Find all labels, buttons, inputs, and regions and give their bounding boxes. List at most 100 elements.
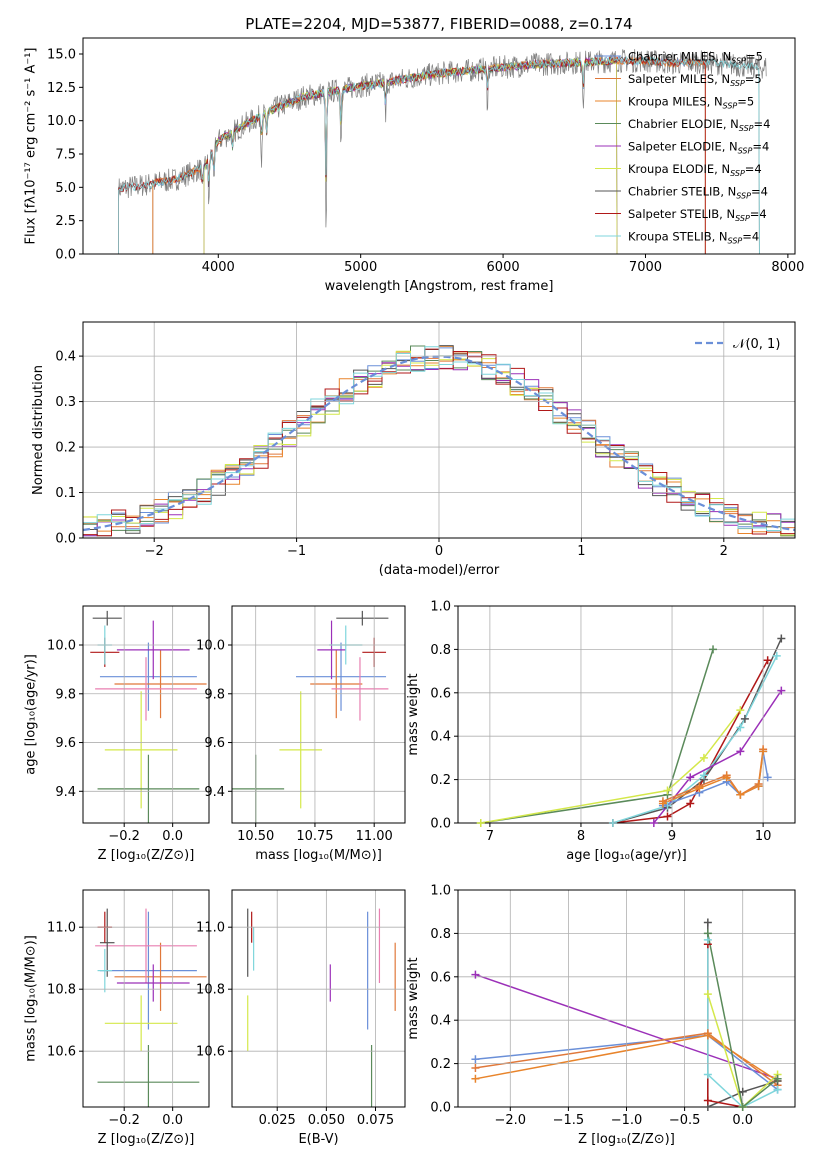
series-line — [707, 939, 778, 1107]
axes-frame — [82, 37, 796, 255]
y-tick-label: 10.6 — [196, 1045, 225, 1060]
x-tick-label: 8000 — [771, 260, 804, 275]
y-tick-label: 1.0 — [430, 600, 451, 615]
y-tick-label: 10.6 — [47, 1045, 76, 1060]
y-tick-label: 0.2 — [430, 773, 451, 788]
model-spectrum — [152, 56, 706, 254]
y-tick-label: 0.1 — [55, 486, 76, 501]
y-tick-label: 0.4 — [430, 1014, 451, 1029]
y-axis-label: Flux [fλ10⁻¹⁷ erg cm⁻² s⁻¹ A⁻¹] — [24, 48, 39, 245]
x-tick-label: 1 — [577, 544, 585, 559]
legend-label-main: Kroupa ELODIE, N — [628, 162, 730, 176]
legend-label-main: Salpeter MILES, N — [628, 72, 730, 86]
series-line — [662, 751, 764, 805]
y-tick-label: 7.5 — [55, 148, 76, 163]
legend-label-main: Kroupa STELIB, N — [628, 230, 728, 244]
plot-area — [118, 49, 767, 254]
legend-label: Chabrier STELIB, NSSP=4 — [628, 185, 768, 201]
legend-label-suffix: =4 — [751, 185, 768, 199]
axes-frame — [231, 889, 406, 1108]
legend-label-main: Chabrier STELIB, N — [628, 185, 736, 199]
data-point-marker — [763, 773, 772, 782]
y-tick-label: 0.0 — [430, 817, 451, 832]
x-tick-label: 9 — [668, 829, 676, 844]
x-tick-label: 11.00 — [356, 829, 393, 844]
y-tick-label: 0.0 — [430, 1101, 451, 1116]
data-point-marker — [709, 645, 718, 654]
model-spectrum — [152, 56, 706, 254]
data-point-marker — [772, 651, 781, 660]
plot-area — [247, 908, 396, 1107]
x-tick-label: −0.2 — [108, 829, 140, 844]
plot-area — [95, 908, 207, 1107]
data-point-marker — [740, 714, 749, 723]
y-axis-label: mass weight — [406, 957, 421, 1039]
data-point-marker — [699, 753, 708, 762]
data-point-marker — [471, 970, 480, 979]
x-tick-label: 10 — [755, 829, 772, 844]
legend-label-main: Salpeter ELODIE, N — [628, 140, 738, 154]
axes-frame — [82, 889, 210, 1108]
series-line — [480, 709, 741, 823]
legend-label-suffix: =4 — [754, 117, 771, 131]
y-tick-label: 9.6 — [204, 736, 225, 751]
legend-label-sub: SSP — [735, 214, 750, 223]
x-tick-label: 0.075 — [357, 1113, 394, 1128]
x-axis-label: (data-model)/error — [379, 563, 500, 578]
panel-residuals: −2 −1 0 1 2 0.0 0.1 0.2 0.3 0.4 (data-model)/error… — [31, 321, 796, 578]
y-tick-label: 0.8 — [430, 643, 451, 658]
data-point-marker — [777, 686, 786, 695]
y-tick-label: 0.4 — [55, 350, 76, 365]
plot-area — [480, 638, 782, 823]
legend-label-main: Chabrier MILES, N — [628, 50, 731, 64]
panel-massweight-vs-age: 7 8 9 10 0.0 0.2 0.4 0.6 0.8 1.0 age [log₁₀(age/yr… — [406, 600, 796, 863]
x-axis-label: Z [log₁₀(Z/Z⊙)] — [578, 1132, 675, 1147]
legend-label-suffix: =4 — [750, 207, 767, 221]
panel-age-vs-Z: −0.2 0.0 9.4 9.6 9.8 10.0 Z [log₁₀(Z/Z⊙)] age [… — [24, 605, 210, 863]
x-tick-label: 0 — [435, 544, 443, 559]
y-tick-label: 2.5 — [55, 214, 76, 229]
legend-label-suffix: =4 — [752, 140, 769, 154]
y-tick-label: 9.6 — [55, 736, 76, 751]
legend-label-main: Chabrier ELODIE, N — [628, 117, 739, 131]
legend-label-suffix: =5 — [737, 95, 754, 109]
data-point-marker — [471, 1063, 480, 1072]
data-point-marker — [703, 929, 712, 938]
legend-label-suffix: =4 — [742, 230, 759, 244]
panel-mass-vs-Z: −0.2 0.0 10.6 10.8 11.0 Z [log₁₀(Z/Z⊙)] mass [… — [24, 889, 210, 1147]
y-tick-label: 10.0 — [47, 639, 76, 654]
y-tick-label: 9.4 — [204, 785, 225, 800]
x-tick-label: 7 — [486, 829, 494, 844]
legend-label-sub: SSP — [730, 169, 745, 178]
axes-frame — [231, 605, 406, 824]
data-point-marker — [759, 747, 768, 756]
y-tick-label: 15.0 — [47, 48, 76, 63]
legend-label-main: Kroupa MILES, N — [628, 95, 723, 109]
y-tick-label: 12.5 — [47, 81, 76, 96]
legend-label-sub: SSP — [730, 79, 745, 88]
x-tick-label: 7000 — [629, 260, 662, 275]
model-spectrum — [118, 55, 760, 254]
x-tick-label: −2 — [145, 544, 164, 559]
legend-label-suffix: =5 — [746, 50, 763, 64]
series-line — [612, 659, 769, 823]
data-point-marker — [773, 1074, 782, 1083]
axes-frame — [82, 605, 210, 824]
y-tick-label: 10.0 — [47, 114, 76, 129]
legend-label: Salpeter MILES, NSSP=5 — [628, 72, 762, 88]
y-tick-label: 0.8 — [430, 927, 451, 942]
legend-label: Kroupa MILES, NSSP=5 — [628, 95, 754, 111]
y-tick-label: 10.8 — [47, 983, 76, 998]
x-tick-label: 6000 — [487, 260, 520, 275]
data-point-marker — [703, 918, 712, 927]
x-tick-label: 8 — [577, 829, 585, 844]
panel-massweight-vs-Z: −2.0 −1.5 −1.0 −0.5 0.0 0.0 0.2 0.4 0.6 0.8 1.0 Z [… — [406, 884, 796, 1147]
x-tick-label: −1.5 — [553, 1113, 585, 1128]
y-tick-label: 0.4 — [430, 730, 451, 745]
x-axis-label: Z [log₁₀(Z/Z⊙)] — [98, 1132, 195, 1147]
chart-title: PLATE=2204, MJD=53877, FIBERID=0088, z=0… — [245, 15, 632, 33]
y-tick-label: 0.2 — [55, 441, 76, 456]
y-tick-label: 11.0 — [47, 921, 76, 936]
legend-label-suffix: =4 — [745, 162, 762, 176]
